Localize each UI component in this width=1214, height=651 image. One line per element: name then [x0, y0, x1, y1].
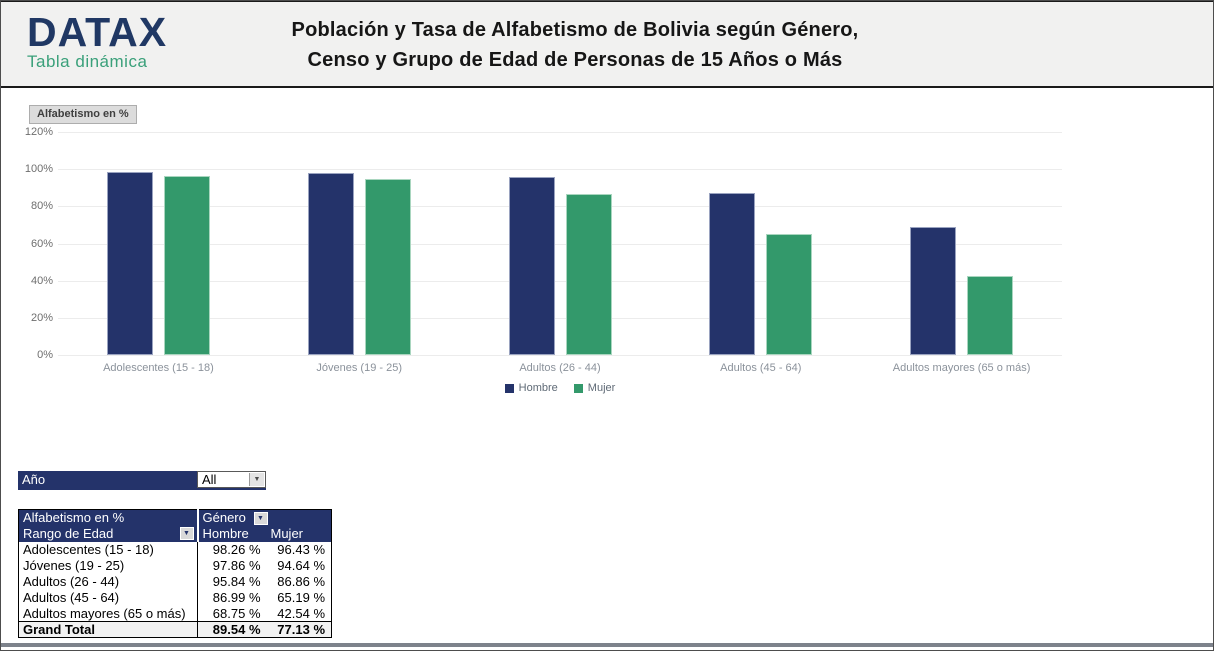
bar-hombre-1: [307, 173, 354, 355]
bar-mujer-4: [967, 275, 1014, 355]
row-label-0: Adolescentes (15 - 18): [18, 541, 198, 558]
bar-mujer-1: [364, 179, 411, 355]
value-hombre-1: 97.86 %: [212, 558, 261, 573]
pivot-column-field: Género ▼: [197, 509, 332, 526]
y-tick-label: 80%: [30, 200, 53, 213]
x-axis-label: Adultos mayores (65 o más): [892, 362, 1031, 374]
genero-label: Género: [202, 510, 246, 526]
bar-hombre-0: [106, 172, 153, 355]
grand-total-row: Grand Total 89.54 % 77.13 %: [18, 621, 332, 638]
pivot-body: Adolescentes (15 - 18) 98.26 % 96.43 % Jóve…: [18, 541, 332, 622]
gridline: [58, 280, 1062, 282]
x-axis-label: Adolescentes (15 - 18): [103, 362, 214, 374]
bar-hombre-4: [910, 227, 957, 355]
chevron-down-icon: ▼: [183, 530, 190, 537]
grand-total-hombre: 89.54 %: [197, 621, 267, 638]
value-hombre-0: 98.26 %: [212, 542, 261, 557]
rango-edad-label: Rango de Edad: [23, 526, 114, 541]
table-row: Jóvenes (19 - 25) 97.86 % 94.64 %: [18, 557, 332, 574]
year-filter-row: Año All ▼: [18, 471, 266, 490]
value-mujer-1: 94.64 %: [277, 558, 325, 573]
legend-swatch-icon: [573, 383, 583, 393]
row-label-1: Jóvenes (19 - 25): [18, 557, 198, 574]
table-row: Adultos (45 - 64) 86.99 % 65.19 %: [18, 589, 332, 606]
page-title-line2: Censo y Grupo de Edad de Personas de 15 …: [307, 49, 843, 71]
gridline: [58, 206, 1062, 208]
y-tick-label: 0%: [37, 349, 53, 361]
y-tick-label: 40%: [30, 274, 53, 287]
y-tick-label: 120%: [24, 126, 53, 138]
value-mujer-3: 65.19 %: [277, 590, 325, 605]
pivot-measure-label: Alfabetismo en %: [18, 509, 199, 526]
y-tick-label: 60%: [30, 237, 53, 250]
value-hombre-3: 86.99 %: [212, 590, 261, 605]
page-title-line1: Población y Tasa de Alfabetismo de Boliv…: [291, 19, 859, 41]
gridline: [58, 132, 1062, 133]
header: DATAX Tabla dinámica Población y Tasa de…: [1, 1, 1213, 88]
year-filter-value: All: [202, 472, 217, 487]
legend-item-hombre: Hombre: [504, 382, 558, 394]
bar-hombre-2: [508, 176, 555, 355]
value-mujer-0: 96.43 %: [277, 542, 325, 557]
pivot-row-field: Rango de Edad ▼: [18, 525, 199, 542]
year-filter-label: Año: [18, 471, 197, 488]
pivot-header-row-2: Rango de Edad ▼ Hombre Mujer: [18, 525, 332, 542]
table-row: Adultos mayores (65 o más) 68.75 % 42.54 %: [18, 605, 332, 622]
row-label-3: Adultos (45 - 64): [18, 589, 198, 606]
y-axis-ticks: 0% 20% 40% 60% 80% 100% 120%: [9, 126, 53, 361]
legend-item-mujer: Mujer: [573, 382, 616, 394]
row-label-4: Adultos mayores (65 o más): [18, 605, 198, 622]
grand-total-mujer: 77.13 %: [266, 621, 332, 638]
chart-legend: Hombre Mujer: [58, 382, 1062, 394]
year-filter-dropdown[interactable]: All ▼: [197, 471, 266, 488]
column-header-hombre: Hombre: [197, 525, 267, 542]
year-dropdown-button[interactable]: ▼: [249, 473, 264, 486]
gridline: [58, 243, 1062, 245]
y-tick-label: 20%: [30, 311, 53, 324]
rango-edad-filter-button[interactable]: ▼: [179, 527, 194, 540]
bar-mujer-3: [766, 233, 813, 355]
legend-label: Hombre: [518, 382, 558, 394]
value-hombre-4: 68.75 %: [212, 605, 261, 621]
legend-swatch-icon: [504, 383, 514, 393]
brand-name: DATAX: [27, 9, 168, 55]
bar-hombre-3: [709, 193, 756, 355]
bar-mujer-2: [565, 193, 612, 355]
grand-total-label: Grand Total: [18, 621, 198, 638]
chevron-down-icon: ▼: [257, 515, 264, 523]
value-hombre-2: 95.84 %: [212, 574, 261, 589]
legend-label: Mujer: [587, 382, 616, 394]
gridline: [58, 169, 1062, 171]
genero-filter-button[interactable]: ▼: [253, 512, 268, 526]
brand-subtitle: Tabla dinámica: [27, 52, 148, 71]
x-axis-label: Adultos (45 - 64): [720, 362, 802, 374]
gridline: [58, 317, 1062, 319]
chart-field-button[interactable]: Alfabetismo en %: [29, 105, 137, 124]
value-mujer-2: 86.86 %: [277, 574, 325, 589]
x-axis-label: Jóvenes (19 - 25): [316, 362, 402, 374]
x-axis-label: Adultos (26 - 44): [519, 362, 601, 374]
chevron-down-icon: ▼: [253, 476, 261, 483]
datax-logo: DATAX Tabla dinámica: [27, 10, 167, 72]
pivot-header-row-1: Alfabetismo en % Género ▼: [18, 509, 332, 526]
page-title: Población y Tasa de Alfabetismo de Boliv…: [292, 15, 859, 75]
table-row: Adultos (26 - 44) 95.84 % 86.86 %: [18, 573, 332, 590]
row-label-2: Adultos (26 - 44): [18, 573, 198, 590]
plot-area: [58, 132, 1062, 356]
y-tick-label: 100%: [24, 163, 53, 176]
pivot-table: Alfabetismo en % Género ▼ Rango de Edad …: [18, 509, 332, 638]
gridline: [58, 355, 1062, 356]
table-row: Adolescentes (15 - 18) 98.26 % 96.43 %: [18, 541, 332, 558]
value-mujer-4: 42.54 %: [277, 605, 325, 621]
bar-mujer-0: [163, 175, 210, 355]
column-header-mujer: Mujer: [266, 525, 332, 542]
bottom-border-bar: [1, 643, 1213, 647]
x-axis-labels: Adolescentes (15 - 18) Jóvenes (19 - 25) A…: [58, 362, 1062, 378]
